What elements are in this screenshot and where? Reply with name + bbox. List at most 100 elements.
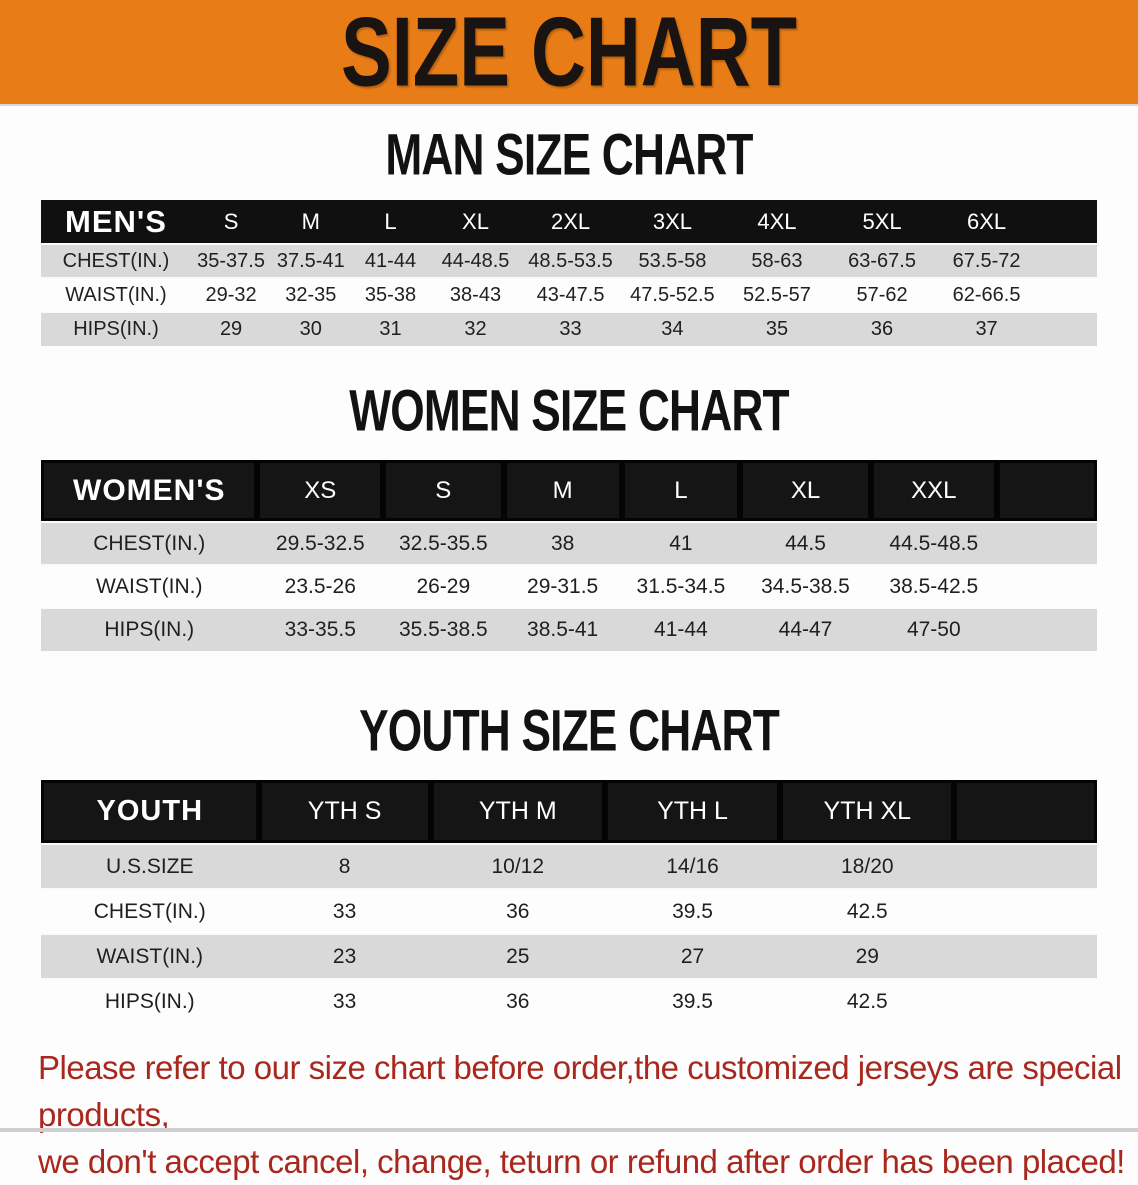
value-cell: 44-47 — [740, 607, 871, 651]
value-cell: 35.5-38.5 — [383, 607, 504, 651]
size-column-header: 2XL — [520, 200, 621, 244]
size-column-header: 4XL — [724, 200, 830, 244]
value-cell: 27 — [604, 933, 781, 979]
women-size-table: WOMEN'S XS S M L XL XXL CHEST(IN.) 29.5-32.5 32.5… — [41, 460, 1097, 651]
value-cell: 38.5-41 — [503, 607, 622, 651]
value-cell: 10/12 — [430, 843, 605, 889]
value-cell: 31.5-34.5 — [621, 564, 741, 608]
banner-title: SIZE CHART — [341, 0, 797, 108]
size-table: WOMEN'S XS S M L XL XXL CHEST(IN.) 29.5-32.5 32.5… — [41, 460, 1097, 651]
size-chart-banner: SIZE CHART — [0, 0, 1138, 106]
table-row: HIPS(IN.) 33-35.5 35.5-38.5 38.5-41 41-44 44-… — [41, 607, 1097, 651]
men-size-table: MEN'S S M L XL 2XL 3XL 4XL 5XL 6XL CHEST(IN.) 35-37… — [41, 200, 1097, 346]
value-cell: 36 — [430, 888, 605, 934]
row-label: HIPS(IN.) — [41, 978, 259, 1024]
value-cell: 48.5-53.5 — [520, 243, 621, 278]
value-cell: 23 — [258, 933, 431, 979]
table-row: CHEST(IN.) 33 36 39.5 42.5 — [41, 888, 1097, 934]
size-column-header: 3XL — [620, 200, 725, 244]
value-cell: 37 — [934, 311, 1039, 346]
value-cell: 37.5-41 — [271, 243, 351, 278]
value-cell: 67.5-72 — [934, 243, 1039, 278]
row-label: WAIST(IN.) — [41, 933, 259, 979]
table-row: WAIST(IN.) 23 25 27 29 — [41, 933, 1097, 979]
row-label: U.S.SIZE — [41, 843, 259, 889]
size-column-header: L — [621, 460, 741, 522]
row-label: HIPS(IN.) — [41, 607, 258, 651]
size-column-header: YTH XL — [780, 780, 955, 844]
size-column-header: XL — [740, 460, 871, 522]
size-table: YOUTH YTH S YTH M YTH L YTH XL U.S.SIZE 8 10/12… — [41, 780, 1097, 1024]
table-row: HIPS(IN.) 33 36 39.5 42.5 — [41, 978, 1097, 1024]
value-cell: 33 — [258, 888, 431, 934]
table-row: HIPS(IN.) 29 30 31 32 33 34 35 36 37 — [41, 311, 1097, 346]
spacer-cell — [1038, 200, 1097, 244]
women-section-title: WOMEN SIZE CHART — [349, 378, 789, 444]
value-cell: 29.5-32.5 — [257, 521, 384, 565]
row-label: WAIST(IN.) — [41, 564, 258, 608]
value-cell: 47-50 — [870, 607, 997, 651]
row-label: WAIST(IN.) — [41, 277, 191, 312]
value-cell: 33 — [520, 311, 621, 346]
size-column-header: YTH S — [258, 780, 431, 844]
table-row: CHEST(IN.) 35-37.5 37.5-41 41-44 44-48.5 48.5… — [41, 243, 1097, 278]
disclaimer-line-1: Please refer to our size chart before or… — [38, 1049, 1122, 1133]
youth-section-title: YOUTH SIZE CHART — [359, 698, 780, 764]
disclaimer-text: Please refer to our size chart before or… — [38, 1044, 1138, 1185]
size-column-header: YTH L — [604, 780, 781, 844]
value-cell: 33 — [258, 978, 431, 1024]
size-column-header: XS — [257, 460, 384, 522]
value-cell: 35-38 — [350, 277, 431, 312]
table-header-label: YOUTH — [41, 780, 259, 844]
value-cell: 44.5-48.5 — [870, 521, 997, 565]
value-cell: 29 — [190, 311, 272, 346]
value-cell: 34 — [620, 311, 725, 346]
value-cell: 43-47.5 — [520, 277, 621, 312]
value-cell: 52.5-57 — [724, 277, 830, 312]
row-label: CHEST(IN.) — [41, 521, 258, 565]
row-label: CHEST(IN.) — [41, 243, 191, 278]
value-cell: 39.5 — [604, 888, 781, 934]
value-cell: 8 — [258, 843, 431, 889]
spacer-cell — [1038, 311, 1097, 346]
size-column-header: M — [503, 460, 622, 522]
bottom-edge-strip — [0, 1128, 1138, 1132]
table-header-row: MEN'S S M L XL 2XL 3XL 4XL 5XL 6XL — [41, 200, 1097, 244]
table-header-label: MEN'S — [41, 200, 191, 244]
spacer-cell — [954, 780, 1097, 844]
value-cell: 34.5-38.5 — [740, 564, 871, 608]
value-cell: 26-29 — [383, 564, 504, 608]
value-cell: 38 — [503, 521, 622, 565]
value-cell: 57-62 — [829, 277, 935, 312]
spacer-cell — [1038, 243, 1097, 278]
table-row: WAIST(IN.) 23.5-26 26-29 29-31.5 31.5-34.5 34… — [41, 564, 1097, 608]
value-cell: 33-35.5 — [257, 607, 384, 651]
size-column-header: L — [350, 200, 431, 244]
value-cell: 41-44 — [621, 607, 741, 651]
spacer-cell — [954, 888, 1097, 934]
value-cell: 32.5-35.5 — [383, 521, 504, 565]
value-cell: 36 — [430, 978, 605, 1024]
value-cell: 29-31.5 — [503, 564, 622, 608]
value-cell: 41-44 — [350, 243, 431, 278]
table-header-row: WOMEN'S XS S M L XL XXL — [41, 460, 1097, 522]
value-cell: 53.5-58 — [620, 243, 725, 278]
value-cell: 35 — [724, 311, 830, 346]
spacer-cell — [1038, 277, 1097, 312]
value-cell: 32 — [430, 311, 521, 346]
value-cell: 42.5 — [780, 978, 955, 1024]
size-column-header: XL — [430, 200, 521, 244]
man-section-title: MAN SIZE CHART — [385, 122, 753, 188]
table-row: U.S.SIZE 8 10/12 14/16 18/20 — [41, 843, 1097, 889]
size-column-header: S — [190, 200, 272, 244]
spacer-cell — [996, 564, 1097, 608]
size-column-header: XXL — [870, 460, 997, 522]
value-cell: 36 — [829, 311, 935, 346]
table-row: CHEST(IN.) 29.5-32.5 32.5-35.5 38 41 44.5 44.5… — [41, 521, 1097, 565]
value-cell: 31 — [350, 311, 431, 346]
value-cell: 30 — [271, 311, 351, 346]
value-cell: 39.5 — [604, 978, 781, 1024]
spacer-cell — [954, 933, 1097, 979]
value-cell: 29 — [780, 933, 955, 979]
value-cell: 32-35 — [271, 277, 351, 312]
